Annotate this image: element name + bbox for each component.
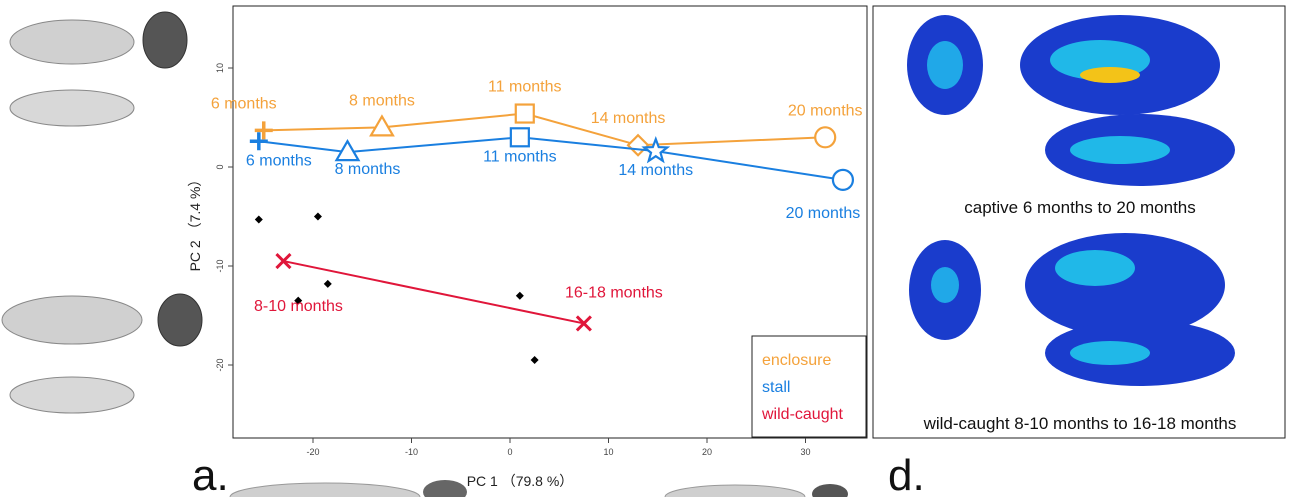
point-enclosure-0 [254, 121, 273, 140]
plot-area: 6 months 8 months 11 months 14 months 20 mon… [211, 79, 863, 365]
y-tick-label: 10 [215, 63, 225, 73]
series-wild-caught: 8-10 months 16-18 months [254, 252, 663, 332]
legend: enclosure stall wild-caught [751, 335, 867, 438]
caption-wild-caught: wild-caught 8-10 months to 16-18 months [923, 414, 1237, 433]
point-enclosure-2 [514, 103, 535, 124]
ungrouped-point [294, 296, 303, 305]
plot-frame [232, 5, 868, 439]
point-wild-caught-0 [275, 252, 292, 270]
point-wild-caught-1 [575, 315, 592, 332]
series-line-wild-caught [283, 260, 585, 325]
x-tick-label: 10 [603, 447, 613, 457]
point-label-stall-4: 20 months [786, 205, 861, 222]
point-stall-0 [249, 132, 268, 151]
y-tick-label: 0 [215, 164, 225, 169]
ungrouped-point [313, 212, 322, 221]
x-tick-label: -20 [306, 447, 319, 457]
point-stall-4 [831, 168, 855, 191]
series-stall: 6 months 8 months 11 months 14 months 20 mon… [246, 127, 861, 222]
point-stall-2 [509, 127, 530, 148]
point-label-enclosure-4: 20 months [788, 102, 863, 119]
heatmap-panel-frame [872, 5, 1286, 439]
heatmap-skulls [907, 15, 1235, 386]
caption-captive: captive 6 months to 20 months [964, 198, 1196, 217]
point-label-stall-2: 11 months [483, 148, 557, 165]
panel-label-d: d. [888, 451, 925, 497]
x-axis-label: PC 1 （79.8 %） [467, 473, 574, 489]
ungrouped-point [515, 291, 524, 300]
point-label-stall-3: 14 months [618, 162, 693, 179]
legend-entry-stall: stall [762, 379, 790, 396]
y-axis-label: PC 2 （7.4 %） [187, 173, 203, 272]
x-tick-label: -10 [405, 447, 418, 457]
series-enclosure: 6 months 8 months 11 months 14 months 20 mon… [211, 79, 863, 157]
point-enclosure-3 [626, 133, 650, 157]
point-label-enclosure-0: 6 months [211, 95, 277, 112]
point-label-stall-0: 6 months [246, 152, 312, 169]
legend-entry-enclosure: enclosure [762, 352, 831, 369]
x-axis: -20 -10 0 10 20 30 [306, 438, 811, 457]
point-label-enclosure-2: 11 months [488, 79, 562, 96]
y-tick-label: -20 [215, 358, 225, 371]
point-label-enclosure-3: 14 months [591, 110, 666, 127]
panel-label-a: a. [192, 451, 229, 497]
point-enclosure-1 [369, 114, 395, 137]
point-enclosure-4 [814, 126, 837, 149]
point-label-wild-caught-1: 16-18 months [565, 284, 663, 301]
point-label-enclosure-1: 8 months [349, 92, 415, 109]
x-tick-label: 30 [800, 447, 810, 457]
skull-thumbnails-left [1, 11, 203, 414]
y-tick-label: -10 [215, 259, 225, 272]
ungrouped-point [323, 279, 332, 288]
point-stall-1 [334, 138, 361, 162]
x-tick-label: 20 [702, 447, 712, 457]
point-label-wild-caught-0: 8-10 months [254, 298, 343, 315]
point-label-stall-1: 8 months [335, 161, 401, 178]
legend-box [751, 335, 867, 438]
point-stall-3 [641, 135, 671, 164]
y-axis: 10 0 -10 -20 [215, 63, 233, 372]
x-tick-label: 0 [507, 447, 512, 457]
ungrouped-point [530, 356, 539, 365]
skull-thumbnails-bottom [229, 480, 848, 497]
ungrouped-point [254, 215, 263, 224]
legend-entry-wild-caught: wild-caught [761, 406, 843, 423]
